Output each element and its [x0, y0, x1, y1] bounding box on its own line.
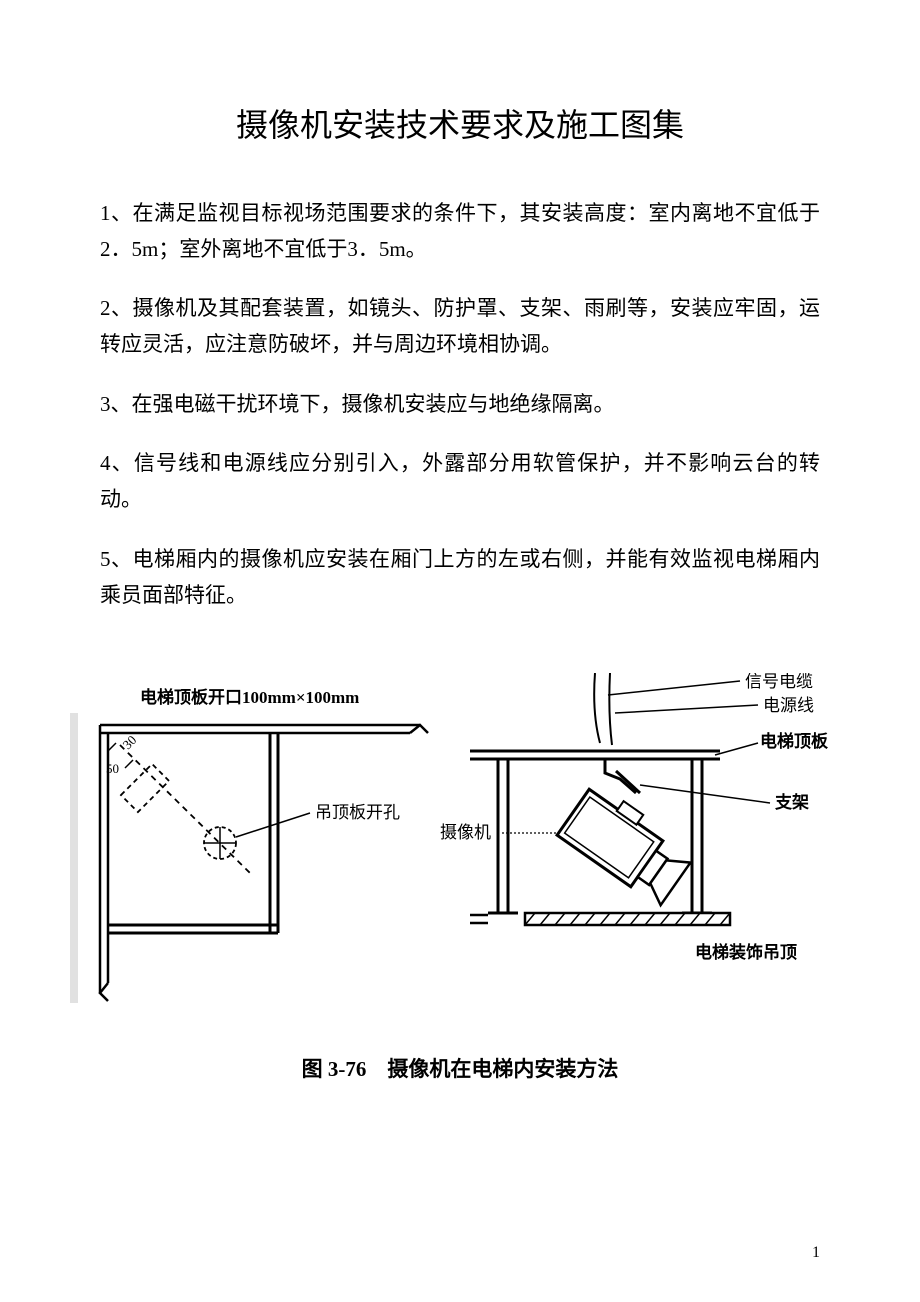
- label-camera: 摄像机: [440, 823, 491, 842]
- paragraph-4: 4、信号线和电源线应分别引入，外露部分用软管保护，并不影响云台的转动。: [100, 446, 820, 517]
- dim-50: 50: [106, 761, 119, 776]
- figure-3-76: 电梯顶板开口100mm×100mm 50 30: [100, 673, 820, 1073]
- label-elevator-top: 电梯顶板: [760, 731, 829, 751]
- label-power-line: 电源线: [763, 696, 814, 715]
- paragraph-3: 3、在强电磁干扰环境下，摄像机安装应与地绝缘隔离。: [100, 387, 820, 423]
- label-ceiling-hole: 吊顶板开孔: [315, 803, 400, 822]
- dim-30: 30: [120, 733, 140, 753]
- document-title: 摄像机安装技术要求及施工图集: [100, 100, 820, 146]
- label-bracket: 支架: [775, 792, 809, 812]
- diagram-left-plan-view: 电梯顶板开口100mm×100mm 50 30: [70, 673, 440, 1013]
- paragraph-5: 5、电梯厢内的摄像机应安装在厢门上方的左或右侧，并能有效监视电梯厢内乘员面部特征…: [100, 542, 820, 613]
- label-signal-cable: 信号电缆: [745, 673, 813, 691]
- paragraph-2: 2、摄像机及其配套装置，如镜头、防护罩、支架、雨刷等，安装应牢固，运转应灵活，应…: [100, 291, 820, 362]
- camera-body: [557, 781, 697, 907]
- ceiling-decor-bar: [525, 913, 730, 925]
- label-opening: 电梯顶板开口100mm×100mm: [140, 687, 359, 707]
- figure-caption: 图 3-76 摄像机在电梯内安装方法: [100, 1053, 820, 1083]
- paragraph-1: 1、在满足监视目标视场范围要求的条件下，其安装高度：室内离地不宜低于2．5m；室…: [100, 196, 820, 267]
- bracket-shape: [605, 759, 640, 793]
- diagram-right-section-view: 信号电缆 电源线 电梯顶板 支架: [440, 673, 840, 1013]
- label-ceiling-decor: 电梯装饰吊顶: [695, 942, 797, 962]
- page-number: 1: [812, 1244, 820, 1262]
